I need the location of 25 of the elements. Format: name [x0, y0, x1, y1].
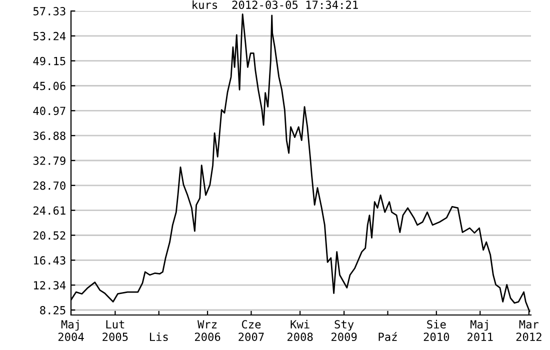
y-tick-label: 28.70	[34, 181, 66, 190]
x-tick-label: Kwi 2008	[287, 320, 313, 342]
y-tick-label: 36.88	[33, 132, 66, 140]
y-tick-label: 12.34	[34, 281, 66, 290]
x-tick-label: Wrz 2006	[194, 320, 220, 342]
y-tick-label: 53.24	[33, 32, 66, 40]
y-tick-label: 49.15	[33, 56, 66, 66]
y-tick-label: 20.52	[34, 231, 66, 240]
chart-title: kurs 2012-03-05 17:34:21	[192, 0, 358, 10]
x-tick-label: Cze 2007	[238, 320, 264, 342]
y-tick-label: 8.25	[40, 306, 66, 314]
y-tick-label: 32.79	[33, 156, 66, 165]
x-tick-label: Lut 2005	[102, 320, 128, 342]
y-tick-label: 40.97	[33, 106, 66, 116]
y-tick-label: 16.43	[34, 256, 66, 265]
y-tick-label: 57.33	[33, 7, 66, 16]
x-tick-label: Maj 2004	[58, 320, 84, 342]
x-tick-label: Maj 2011	[468, 320, 493, 342]
x-tick-label: Mar 2012	[516, 320, 542, 342]
x-tick-label: Lis	[150, 332, 168, 342]
y-tick-label: 45.06	[33, 82, 66, 90]
y-tick-label: 24.61	[34, 206, 66, 215]
x-tick-label: Sie 2010	[424, 320, 450, 342]
x-tick-label: Sty 2009	[332, 320, 357, 342]
x-tick-label: Paź	[378, 332, 397, 342]
